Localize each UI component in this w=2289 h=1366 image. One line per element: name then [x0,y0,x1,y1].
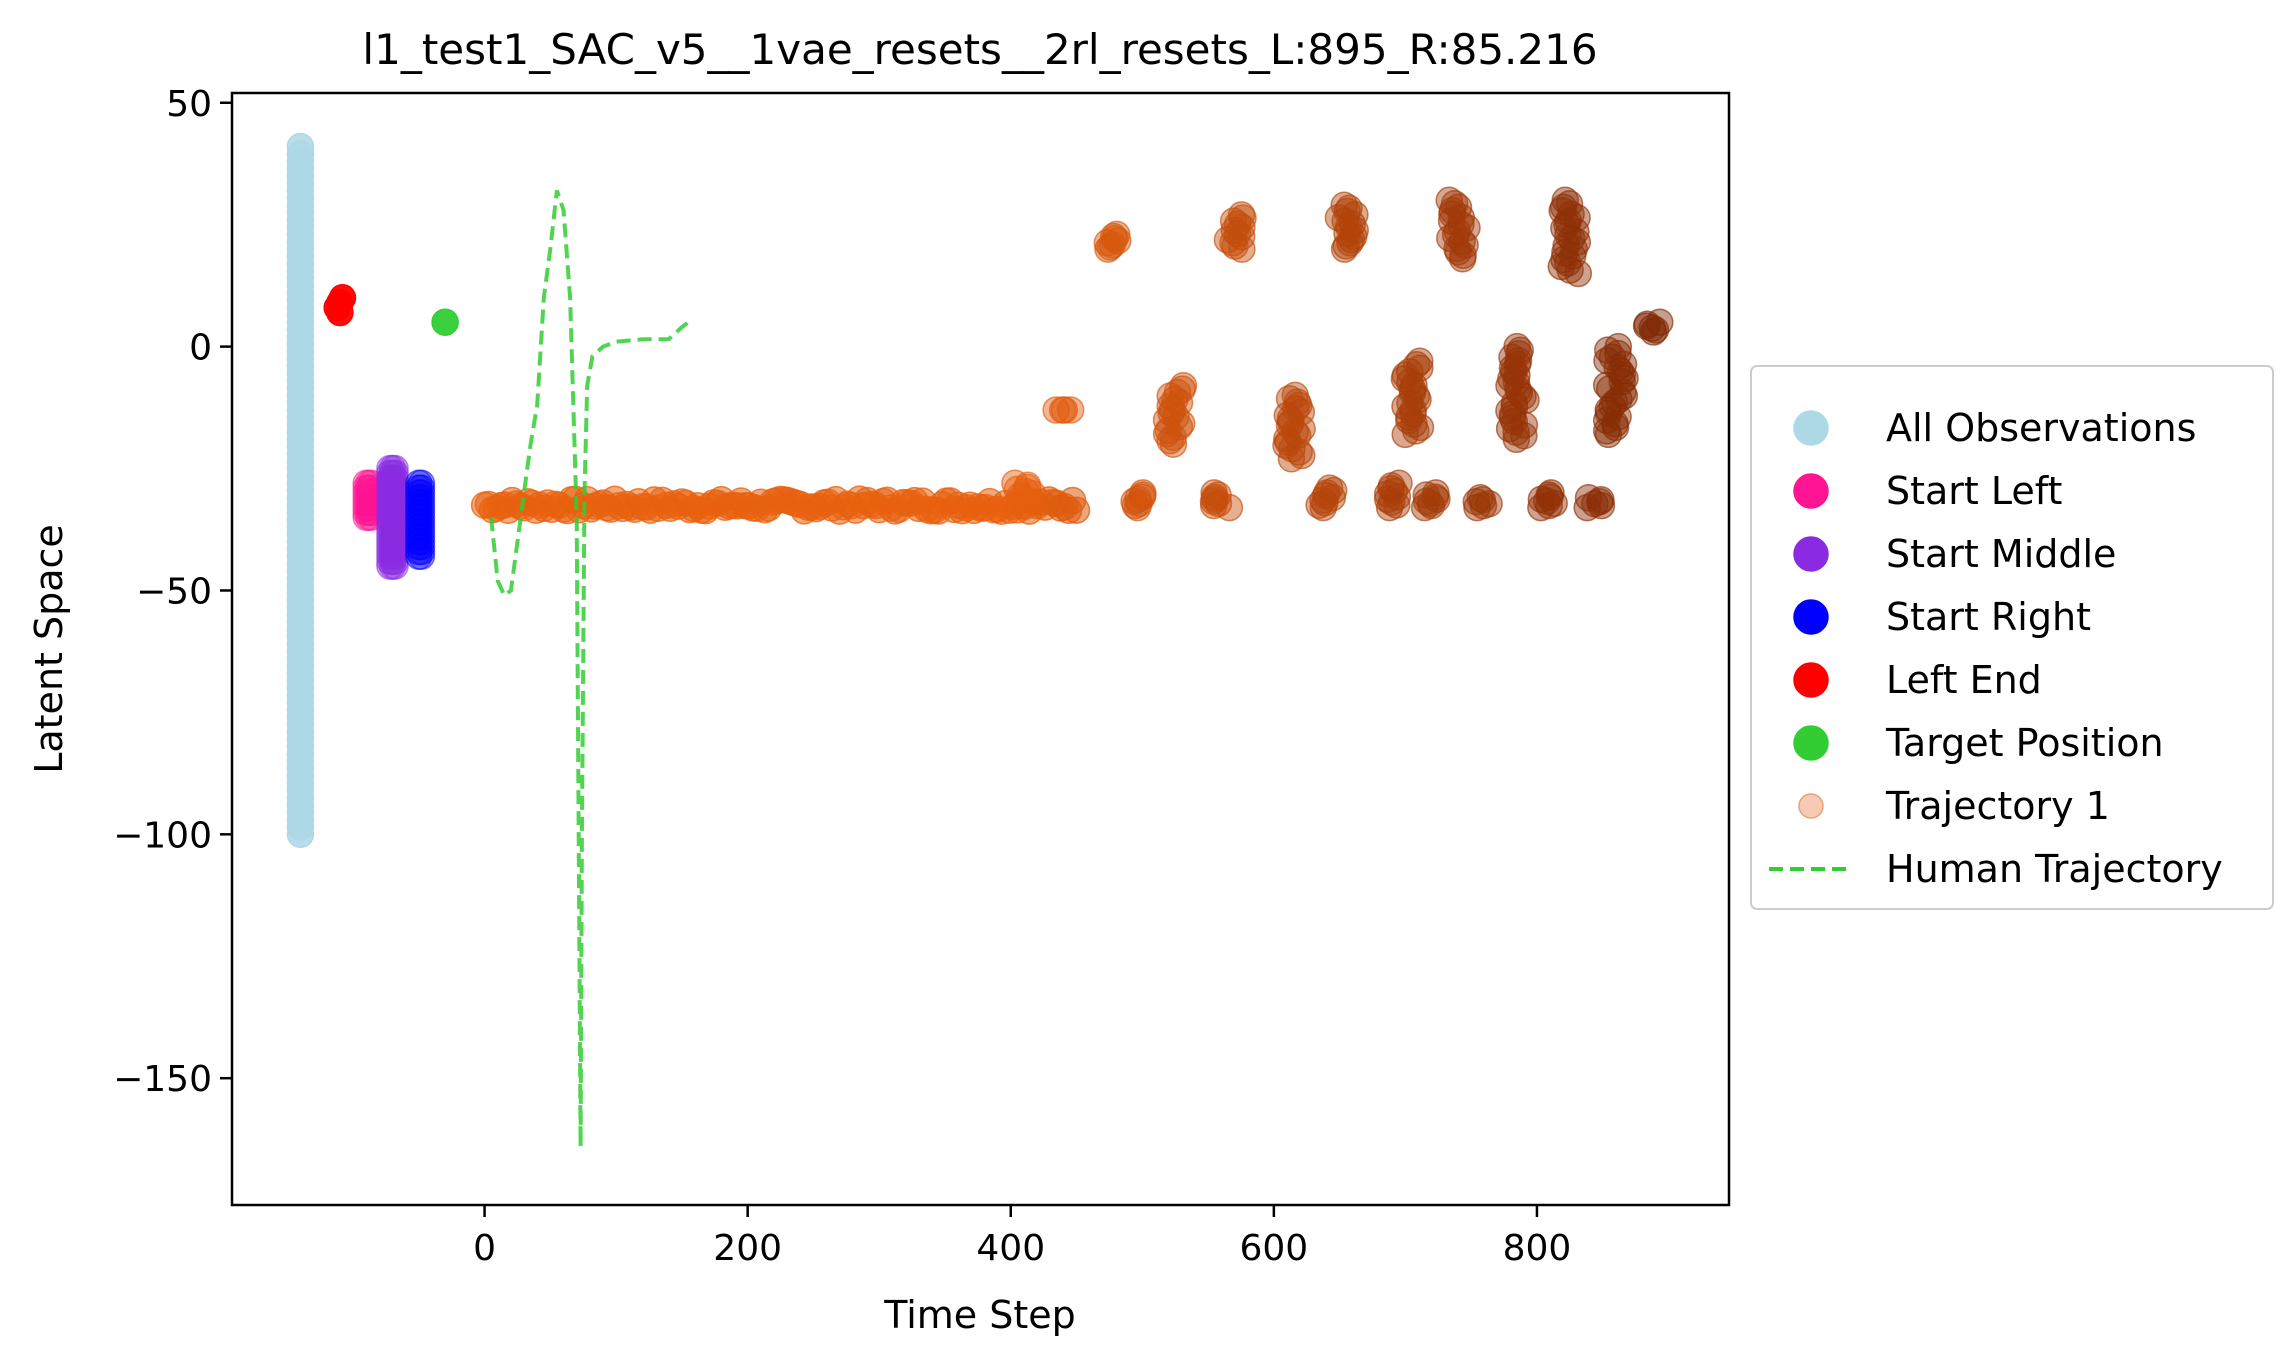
point-left-end [323,293,351,322]
point-trajectory-1 [1537,479,1565,507]
human-trajectory-line [489,189,690,1147]
point-start-right [407,469,436,497]
legend-label: All Observations [1886,406,2196,450]
x-tick-label: 200 [713,1228,782,1269]
point-trajectory-1 [1056,396,1085,424]
legend-marker [1793,662,1829,698]
point-trajectory-1 [1551,186,1579,215]
point-trajectory-1 [1050,396,1079,424]
axes: 0 200 400 600 800 50 0 −50 −100 −150 [113,84,1571,1269]
point-all-observations [286,132,315,161]
point-trajectory-1 [1503,332,1531,361]
legend-box [1750,365,2274,910]
legend-marker [1793,536,1829,572]
point-start-middle [381,454,409,483]
point-trajectory-1 [1506,336,1534,364]
point-trajectory-1 [1062,496,1091,524]
point-trajectory-1 [1412,481,1440,509]
legend-label: Trajectory 1 [1885,784,2110,828]
x-axis-label: Time Step [883,1293,1076,1337]
point-trajectory-1 [1227,201,1256,229]
point-trajectory-1 [1330,191,1358,219]
y-tick-label: −150 [113,1059,212,1100]
point-trajectory-1 [1573,493,1601,522]
point-trajectory-1 [1042,396,1070,424]
point-trajectory-1 [1385,469,1413,497]
legend-marker [1798,793,1824,819]
point-trajectory-1 [1391,361,1420,389]
plot-area [286,132,1674,1147]
legend-label: Start Right [1886,595,2091,639]
point-trajectory-1 [1435,186,1463,215]
legend-marker [1793,410,1829,446]
y-tick-label: 0 [189,328,212,369]
y-tick-label: 50 [166,84,212,125]
point-trajectory-1 [1402,350,1431,379]
legend-label: Left End [1886,658,2042,702]
point-trajectory-1 [1586,487,1614,516]
point-trajectory-1 [1281,381,1309,410]
x-tick-label: 0 [473,1228,496,1269]
point-trajectory-1 [1200,479,1228,507]
point-trajectory-1 [1315,474,1344,502]
point-trajectory-1 [1154,416,1183,445]
point-trajectory-1 [1468,486,1497,514]
point-trajectory-1 [1466,484,1495,512]
legend-label: Human Trajectory [1886,847,2223,891]
point-trajectory-1 [1129,479,1157,507]
point-trajectory-1 [1406,347,1434,375]
legend-label: Start Middle [1886,532,2116,576]
point-trajectory-1 [1311,481,1340,510]
point-trajectory-1 [1102,220,1131,249]
point-trajectory-1 [1169,371,1198,400]
point-trajectory-1 [1001,469,1029,497]
point-trajectory-1 [1604,332,1633,361]
legend: All Observations Start Left Start Middle St… [1750,365,2274,910]
legend-marker [1793,473,1829,509]
x-tick-label: 400 [976,1228,1045,1269]
y-tick-label: −100 [113,815,212,856]
point-trajectory-1 [1422,479,1450,507]
point-trajectory-1 [1555,190,1584,218]
point-trajectory-1 [1604,339,1632,368]
point-trajectory-1 [1319,476,1348,505]
point-trajectory-1 [1335,194,1363,223]
point-trajectory-1 [1406,354,1434,382]
point-target-position [431,308,459,336]
point-trajectory-1 [1574,484,1603,512]
chart-title: l1_test1_SAC_v5__1vae_resets__2rl_resets… [362,25,1597,74]
point-trajectory-1 [1646,308,1674,336]
legend-marker [1793,599,1829,635]
x-tick-label: 600 [1239,1228,1308,1269]
x-tick-label: 800 [1503,1228,1572,1269]
point-trajectory-1 [1594,336,1622,364]
point-trajectory-1 [1535,481,1563,509]
axes-frame [230,91,1731,1207]
legend-marker [1793,725,1829,761]
legend-label: Target Position [1885,721,2164,765]
y-tick-label: −50 [136,571,212,612]
legend-label: Start Left [1886,469,2062,513]
y-axis-label: Latent Space [27,524,71,774]
